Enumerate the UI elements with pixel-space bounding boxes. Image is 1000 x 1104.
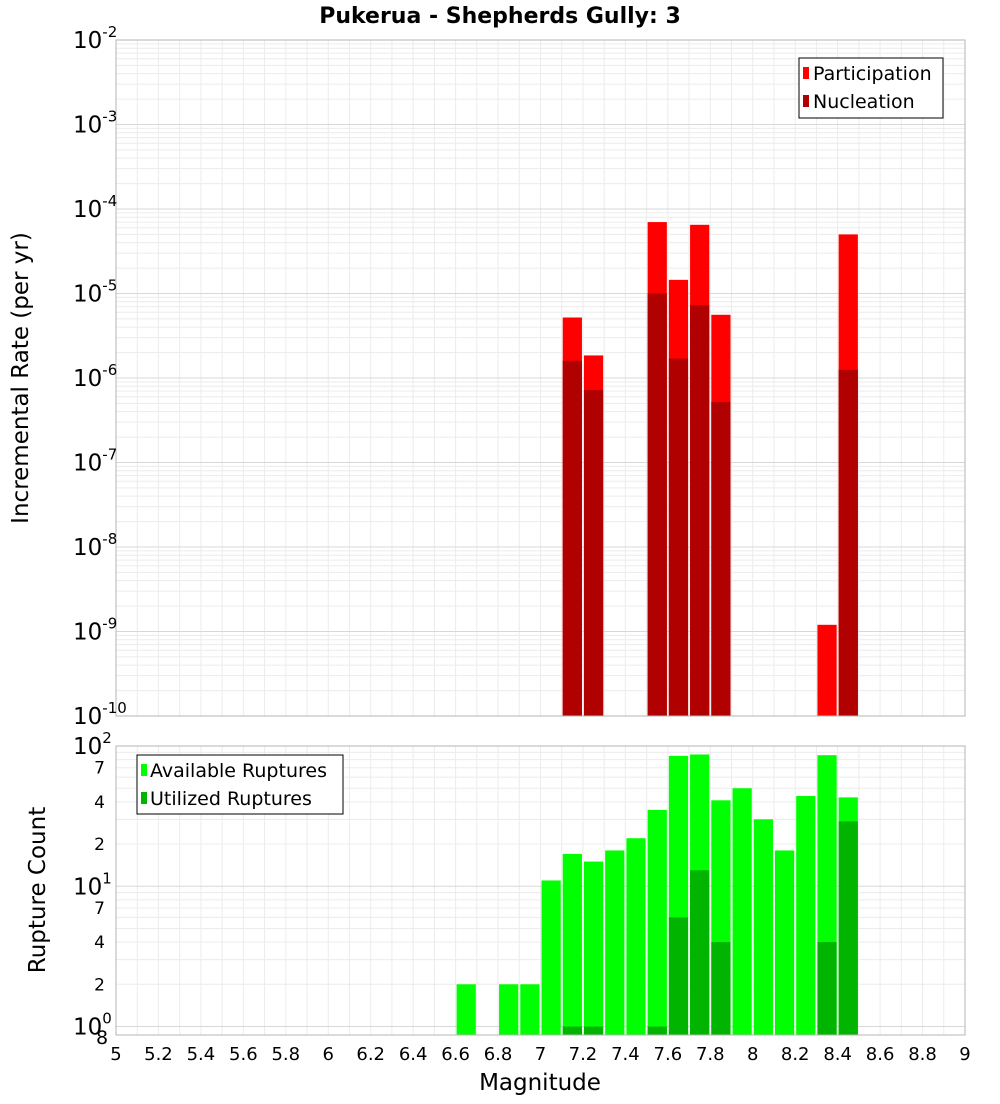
nucleation-bar: [838, 369, 858, 716]
top-legend: Participation Nucleation: [798, 57, 944, 119]
utilized-ruptures-bar: [711, 942, 731, 1035]
available-ruptures-bar: [541, 880, 561, 1035]
utilized-ruptures-bar: [690, 870, 710, 1035]
x-tick-label: 8.8: [908, 1044, 937, 1065]
x-tick-label: 8.2: [781, 1044, 810, 1065]
nucleation-bar: [668, 358, 689, 716]
top-y-tick-label: 10-5: [73, 277, 117, 308]
nucleation-bar: [562, 360, 582, 716]
bottom-y-minor-tick-label: 7: [94, 759, 105, 779]
available-ruptures-bar: [562, 853, 582, 1035]
nucleation-legend-swatch: [803, 95, 809, 107]
x-tick-label: 8.4: [823, 1044, 852, 1065]
x-tick-label: 6.2: [356, 1044, 385, 1065]
bottom-y-minor-tick-label: 7: [94, 899, 105, 919]
bottom-plot-bars: [456, 754, 858, 1035]
utilized-ruptures-bar: [838, 821, 858, 1035]
available-ruptures-legend-swatch: [141, 764, 147, 776]
bottom-legend-box: [136, 754, 344, 815]
bottom-y-minor-tick-label: 4: [94, 933, 105, 953]
top-y-tick-label: 10-7: [73, 446, 117, 477]
x-tick-label: 7.8: [696, 1044, 725, 1065]
x-tick-label: 6.6: [441, 1044, 470, 1065]
x-tick-label: 8.6: [866, 1044, 895, 1065]
x-tick-label: 6: [323, 1044, 334, 1065]
nucleation-bar: [711, 401, 731, 716]
top-plot-bars: [562, 222, 858, 717]
x-axis-label: Magnitude: [479, 1070, 601, 1096]
bottom-y-minor-tick-label: 2: [94, 975, 105, 995]
utilized-ruptures-bar: [817, 942, 837, 1035]
top-plot-grid: [115, 40, 966, 717]
bottom-y-min-tick-label: 8: [96, 1027, 108, 1049]
x-tick-label: 5.4: [187, 1044, 216, 1065]
top-y-tick-labels: 10-10 10-9 10-8 10-7 10-6 10-5 10-4 10-3 10-2: [73, 23, 127, 730]
bottom-plot-border: [115, 745, 966, 1036]
nucleation-legend-label: Nucleation: [813, 91, 915, 113]
x-tick-label: 7.2: [569, 1044, 598, 1065]
x-tick-label: 6.4: [399, 1044, 428, 1065]
bottom-y-decade-tick-label: 102: [73, 729, 112, 760]
top-y-tick-label: 10-10: [73, 699, 127, 730]
top-y-tick-label: 10-8: [73, 530, 117, 561]
top-legend-box: [798, 57, 944, 119]
available-ruptures-bar: [774, 850, 795, 1035]
available-ruptures-bar: [753, 819, 773, 1035]
x-tick-label: 7.6: [654, 1044, 683, 1065]
available-ruptures-bar: [456, 984, 476, 1035]
utilized-ruptures-bar: [647, 1026, 667, 1035]
bottom-y-minor-tick-label: 4: [94, 793, 105, 813]
chart-title: Pukerua - Shepherds Gully: 3: [319, 4, 681, 29]
bottom-y-axis-label: Rupture Count: [25, 807, 51, 973]
x-tick-label: 6.8: [484, 1044, 513, 1065]
available-ruptures-bar: [796, 796, 816, 1035]
top-y-tick-label: 10-2: [73, 23, 117, 54]
utilized-ruptures-bar: [668, 917, 689, 1035]
available-ruptures-bar: [520, 984, 540, 1035]
available-ruptures-bar: [583, 861, 604, 1035]
available-ruptures-bar: [499, 984, 519, 1035]
x-tick-label: 7: [535, 1044, 546, 1065]
top-y-tick-label: 10-4: [73, 192, 117, 223]
utilized-ruptures-bar: [583, 1026, 604, 1035]
x-tick-label: 9: [959, 1044, 970, 1065]
bottom-y-decade-tick-label: 100: [73, 1010, 112, 1041]
top-y-axis-label: Incremental Rate (per yr): [8, 232, 34, 524]
x-tick-label: 7.4: [611, 1044, 640, 1065]
utilized-ruptures-legend-swatch: [141, 792, 147, 804]
available-ruptures-legend-label: Available Ruptures: [150, 760, 327, 782]
participation-legend-label: Participation: [813, 63, 932, 85]
available-ruptures-bar: [605, 850, 625, 1035]
available-ruptures-bar: [647, 809, 667, 1035]
bottom-y-tick-labels: 2 4 7 2 4 7 100 101 102 8: [73, 729, 112, 1049]
utilized-ruptures-legend-label: Utilized Ruptures: [150, 788, 312, 810]
utilized-ruptures-bar: [562, 1026, 582, 1035]
top-plot-border: [115, 39, 966, 717]
participation-legend-swatch: [803, 67, 809, 79]
x-tick-label: 8: [747, 1044, 758, 1065]
bottom-y-minor-tick-label: 2: [94, 835, 105, 855]
available-ruptures-bar: [626, 838, 646, 1035]
nucleation-bar: [583, 390, 604, 716]
x-tick-label: 5.2: [144, 1044, 173, 1065]
x-tick-label: 5.6: [229, 1044, 258, 1065]
bottom-y-decade-tick-label: 101: [73, 869, 112, 900]
top-y-tick-label: 10-9: [73, 615, 117, 646]
top-y-tick-label: 10-6: [73, 361, 117, 392]
available-ruptures-bar: [732, 788, 752, 1035]
x-tick-label: 5: [110, 1044, 121, 1065]
bottom-legend: Available Ruptures Utilized Ruptures: [136, 754, 344, 815]
x-tick-label: 5.8: [271, 1044, 300, 1065]
nucleation-bar: [647, 293, 667, 716]
x-tick-labels: 5 5.2 5.4 5.6 5.8 6 6.2 6.4 6.6 6.8 7 7.2 7.4 7.6 7.8 8…: [110, 1044, 970, 1065]
participation-bar: [817, 624, 837, 716]
nucleation-bar: [690, 305, 710, 716]
top-y-tick-label: 10-3: [73, 108, 117, 139]
